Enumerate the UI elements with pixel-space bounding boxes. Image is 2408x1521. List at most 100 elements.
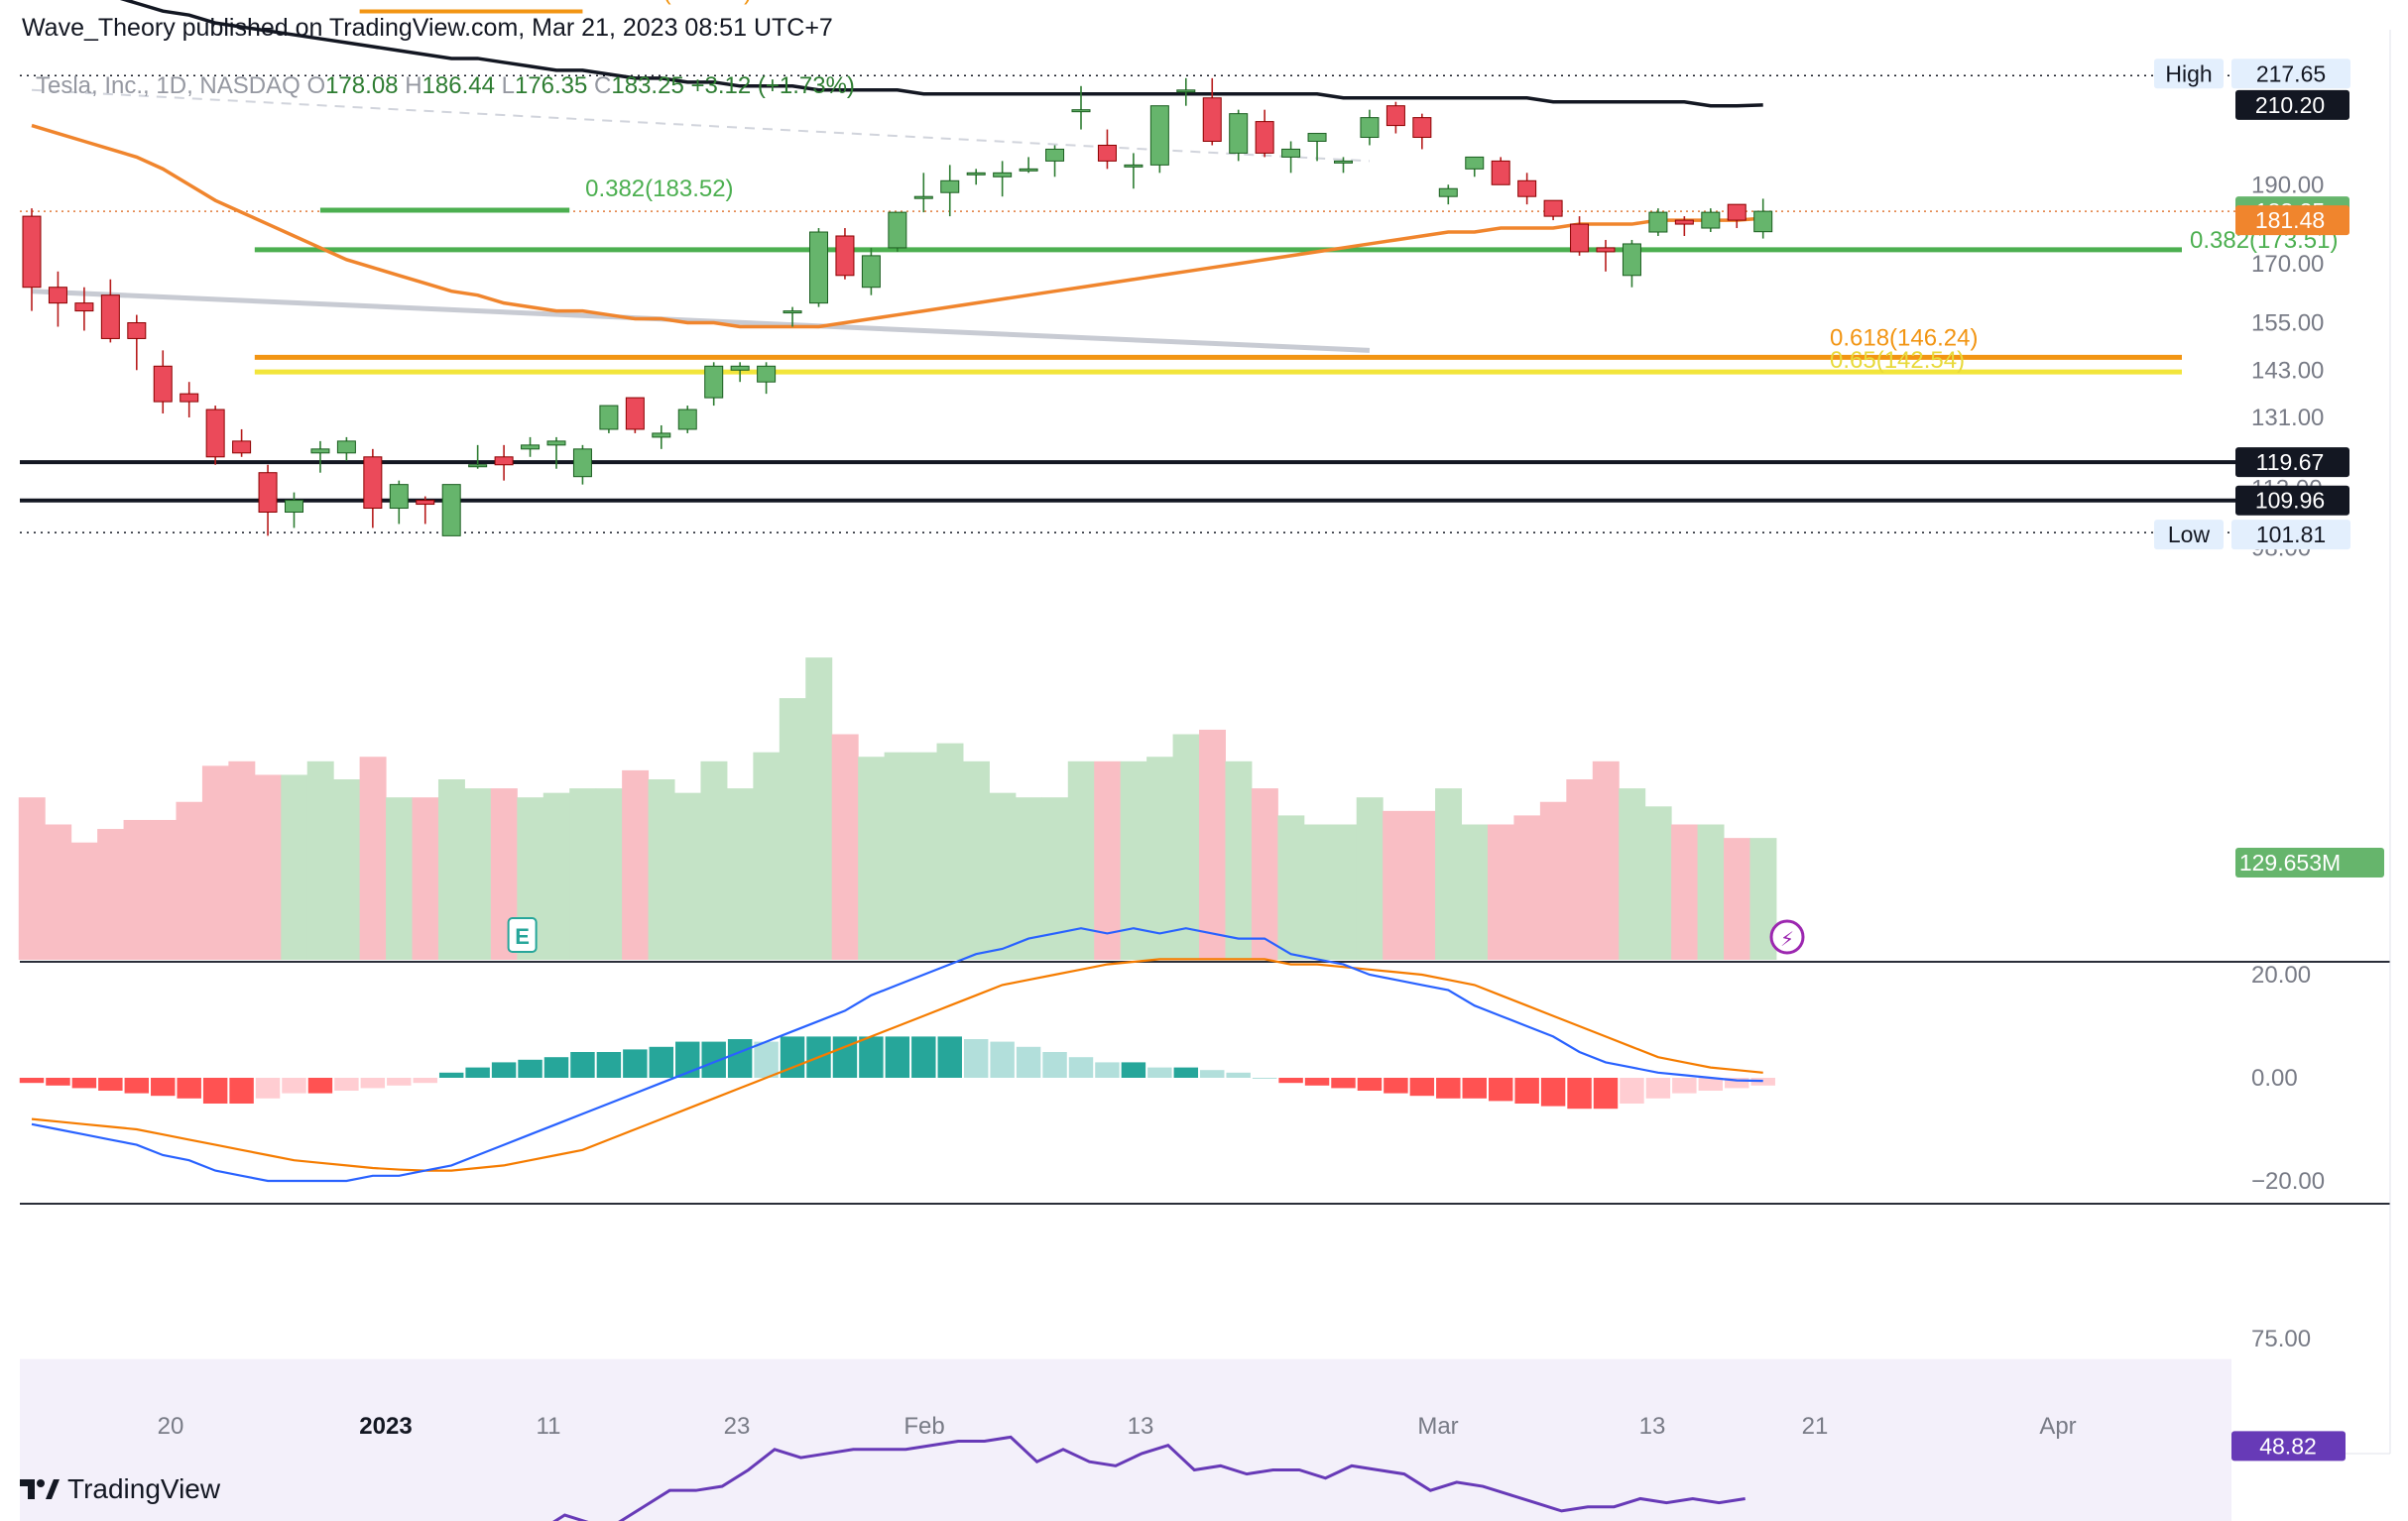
volume-bar xyxy=(1094,760,1122,960)
volume-bar xyxy=(1120,760,1147,960)
candle-body xyxy=(180,393,199,403)
earnings-marker-label: E xyxy=(515,924,530,949)
macd-histogram-bar xyxy=(649,1046,674,1078)
candle-body xyxy=(1438,187,1458,197)
price-label-low: 101.81 xyxy=(2256,522,2326,547)
candle-body xyxy=(74,302,94,312)
macd-histogram-bar xyxy=(1645,1078,1671,1099)
brand-name: TradingView xyxy=(67,1473,221,1504)
candle-body xyxy=(1202,97,1222,143)
ohlc-legend-part: 183.25 xyxy=(611,72,683,99)
macd-histogram-bar xyxy=(596,1052,622,1078)
volume-bar xyxy=(1330,824,1358,960)
time-tick: 11 xyxy=(537,1413,561,1440)
volume-bar xyxy=(1513,815,1541,960)
candle-body xyxy=(1385,105,1405,127)
volume-bar xyxy=(359,757,387,960)
candle-body xyxy=(127,322,147,339)
candle-body xyxy=(416,500,435,506)
candle-body xyxy=(1019,168,1038,172)
macd-histogram-bar xyxy=(963,1039,989,1078)
candle-body xyxy=(48,287,67,304)
candle-body xyxy=(913,195,933,199)
price-tick: 155.00 xyxy=(2251,310,2324,337)
ohlc-legend-part xyxy=(495,72,502,99)
macd-histogram-bar xyxy=(1226,1072,1251,1078)
macd-histogram-bar xyxy=(754,1041,779,1078)
volume-bar xyxy=(464,788,492,960)
price-label-volume-box xyxy=(2235,848,2384,878)
candle-body xyxy=(1281,148,1301,158)
macd-histogram-bar xyxy=(1540,1078,1566,1107)
volume-bar xyxy=(674,792,701,960)
volume-bar xyxy=(989,792,1017,960)
macd-histogram-bar xyxy=(1593,1078,1619,1110)
ohlc-legend-part: Tesla, Inc., 1D, NASDAQ xyxy=(36,72,301,99)
macd-histogram-bar xyxy=(124,1078,150,1094)
trendline xyxy=(31,289,1371,353)
volume-bar xyxy=(45,824,72,960)
macd-histogram-bar xyxy=(202,1078,228,1104)
macd-histogram-bar xyxy=(307,1078,333,1094)
candle-body xyxy=(625,397,645,430)
candle-body xyxy=(1491,160,1510,185)
macd-histogram-bar xyxy=(98,1078,123,1091)
candle-body xyxy=(940,179,960,193)
candle-body xyxy=(704,365,724,399)
volume-bar xyxy=(1356,797,1384,960)
candle-body xyxy=(336,440,356,454)
volume-bar xyxy=(201,765,229,960)
candle-body xyxy=(783,310,802,314)
volume-bar xyxy=(831,734,859,960)
volume-bar xyxy=(700,760,728,960)
candle-body xyxy=(599,405,619,430)
volume-bar xyxy=(542,792,570,960)
ohlc-legend-part: 178.08 xyxy=(325,72,398,99)
volume-bar xyxy=(858,757,886,960)
macd-histogram-bar xyxy=(1173,1067,1199,1078)
macd-tick: 0.00 xyxy=(2251,1065,2298,1092)
price-label-ma-orange: 181.48 xyxy=(2255,207,2325,233)
time-tick: 2023 xyxy=(359,1413,412,1440)
macd-histogram-bar xyxy=(937,1036,962,1078)
ohlc-legend: Tesla, Inc., 1D, NASDAQ O178.08 H186.44 … xyxy=(36,72,855,99)
macd-histogram-bar xyxy=(623,1049,648,1078)
candle-body xyxy=(1149,105,1169,166)
ohlc-legend-part: 186.44 xyxy=(422,72,495,99)
price-label-volume: 129.653M xyxy=(2239,850,2341,876)
macd-histogram-bar xyxy=(1016,1046,1041,1078)
rsi-line xyxy=(552,1435,1746,1521)
macd-histogram-bar xyxy=(859,1036,884,1078)
candle-body xyxy=(1465,156,1485,170)
volume-bar xyxy=(1539,801,1567,960)
volume-bar xyxy=(1172,734,1200,960)
ohlc-legend-part: L xyxy=(502,72,515,99)
volume-bar xyxy=(176,801,203,960)
volume-bar xyxy=(1303,824,1331,960)
macd-histogram-bar xyxy=(518,1059,542,1078)
macd-histogram-bar xyxy=(1147,1067,1172,1078)
time-tick: 13 xyxy=(1639,1413,1666,1440)
volume-bar xyxy=(1435,788,1463,960)
candle-body xyxy=(546,440,566,446)
candle-body xyxy=(1229,113,1249,154)
volume-bar xyxy=(1697,824,1725,960)
price-label-high-tag-label: High xyxy=(2165,60,2212,86)
volume-bar xyxy=(333,779,361,960)
candle-body xyxy=(888,211,907,249)
candle-body xyxy=(1596,247,1616,253)
volume-bar xyxy=(1566,779,1594,960)
volume-bar xyxy=(412,797,439,960)
rsi-value-box xyxy=(2231,1431,2346,1462)
volume-bar xyxy=(1408,810,1436,960)
ma-black-line xyxy=(119,0,1763,108)
volume-bar xyxy=(254,774,282,960)
tradingview-brand[interactable]: TradingView xyxy=(20,1471,220,1507)
volume-bar xyxy=(306,760,334,960)
candle-body xyxy=(1255,121,1274,154)
dividend-marker xyxy=(1769,919,1805,955)
candle-body xyxy=(1176,89,1196,93)
price-label-109-box xyxy=(2235,485,2349,516)
price-label-ma-black-box xyxy=(2235,89,2349,120)
